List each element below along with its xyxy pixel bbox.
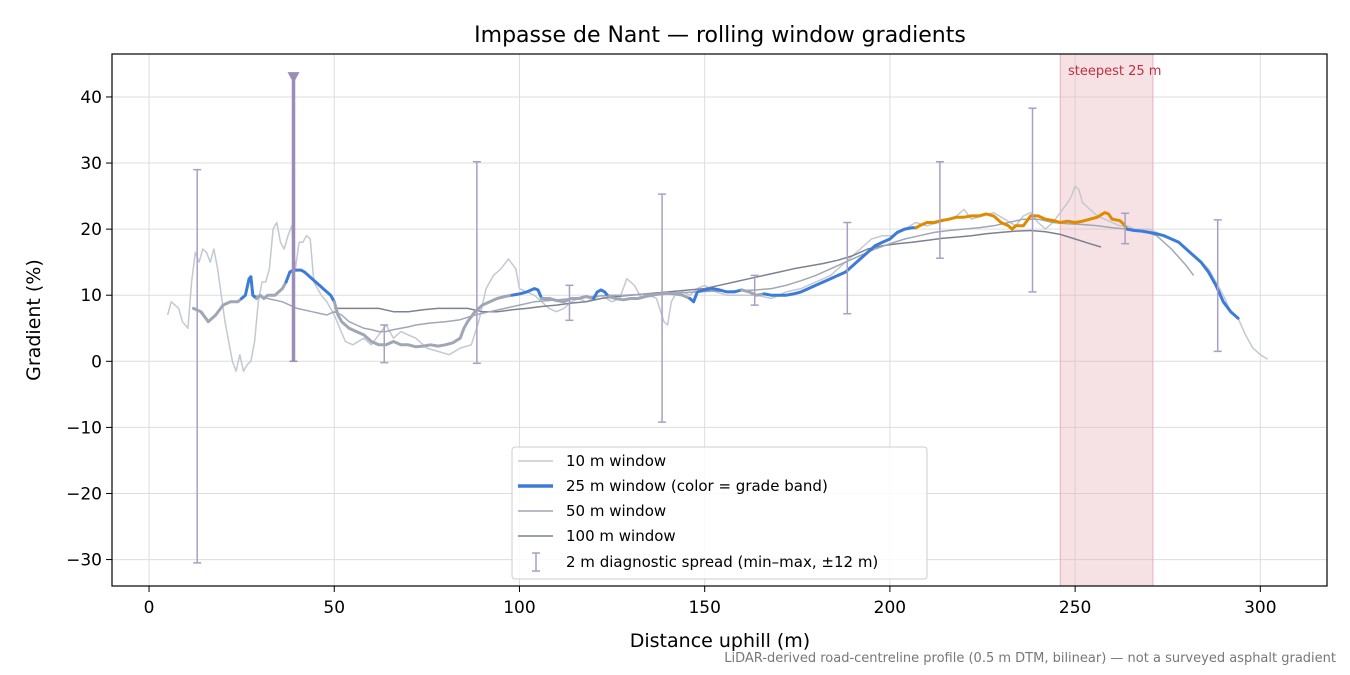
- x-tick-label: 300: [1244, 598, 1276, 618]
- legend-box: [511, 446, 928, 580]
- x-tick-label: 150: [688, 598, 720, 618]
- errorbar: [1121, 212, 1130, 245]
- legend-label-100m: 100 m window: [566, 527, 676, 545]
- y-tick-label: −30: [66, 551, 102, 571]
- series-line-25m-segment: [255, 280, 288, 300]
- legend-label-25m: 25 m window (color = grade band): [566, 477, 828, 495]
- x-tick-label: 0: [144, 598, 155, 618]
- errorbar: [658, 193, 667, 423]
- series-line-100m: [334, 229, 1102, 313]
- series-line-25m-segment: [762, 226, 918, 297]
- highlight-band-layer: [1059, 53, 1154, 587]
- legend-label-10m: 10 m window: [566, 452, 666, 470]
- x-tick-label: 250: [1059, 598, 1091, 618]
- errorbar-layer: [193, 107, 1222, 564]
- series-line-25m-segment: [192, 297, 244, 324]
- errorbar: [1028, 107, 1037, 293]
- series-layer: [166, 72, 1269, 372]
- series-line-25m-segment: [740, 288, 766, 297]
- errorbar: [935, 160, 944, 259]
- series-line-25m-segment: [332, 293, 514, 349]
- series-line-25m-segment: [688, 287, 744, 304]
- series-line-25m-segment: [540, 295, 596, 304]
- series-line-25m-segment: [606, 291, 692, 302]
- legend-swatch-errorbar: [532, 552, 540, 572]
- ticks: 0 50 100 150 200 250 300 −30 −20 −10 0 10 20 30 40: [66, 88, 1276, 618]
- steepest-band: [1059, 53, 1154, 587]
- plot-frame: [111, 53, 1328, 587]
- x-tick-label: 100: [503, 598, 535, 618]
- errorbar: [472, 160, 481, 365]
- errorbar: [380, 324, 389, 364]
- y-tick-label: 30: [80, 154, 102, 174]
- highlight-band-label: steepest 25 m: [1068, 64, 1161, 79]
- series-line-25m-segment: [914, 211, 1129, 231]
- errorbar: [193, 168, 202, 564]
- legend-label-50m: 50 m window: [566, 502, 666, 520]
- series-line-25m-segment: [592, 288, 610, 300]
- series-line-25m-segment: [1125, 227, 1240, 320]
- y-tick-label: 40: [80, 88, 102, 108]
- legend-label-errorbar: 2 m diagnostic spread (min–max, ±12 m): [566, 553, 878, 571]
- y-tick-label: 10: [80, 286, 102, 306]
- y-tick-label: −20: [66, 484, 102, 504]
- y-tick-label: 0: [91, 352, 102, 372]
- source-caption: LiDAR-derived road-centreline profile (0…: [724, 651, 1336, 666]
- y-tick-label: 20: [80, 220, 102, 240]
- series-line-25m-segment: [510, 287, 544, 300]
- grid: [112, 54, 1327, 586]
- spike-marker: [287, 72, 300, 84]
- errorbar: [1213, 219, 1222, 353]
- errorbar: [565, 284, 574, 322]
- legend: 10 m window 25 m window (color = grade b…: [511, 446, 928, 580]
- y-axis-label: Gradient (%): [23, 259, 45, 381]
- y-tick-label: −10: [66, 418, 102, 438]
- chart-title: Impasse de Nant — rolling window gradien…: [474, 23, 966, 48]
- series-line-25m-segment: [240, 275, 258, 300]
- x-tick-label: 200: [874, 598, 906, 618]
- errorbar: [750, 274, 759, 306]
- x-tick-label: 50: [323, 598, 345, 618]
- errorbar: [843, 221, 852, 315]
- x-axis-label: Distance uphill (m): [630, 630, 810, 652]
